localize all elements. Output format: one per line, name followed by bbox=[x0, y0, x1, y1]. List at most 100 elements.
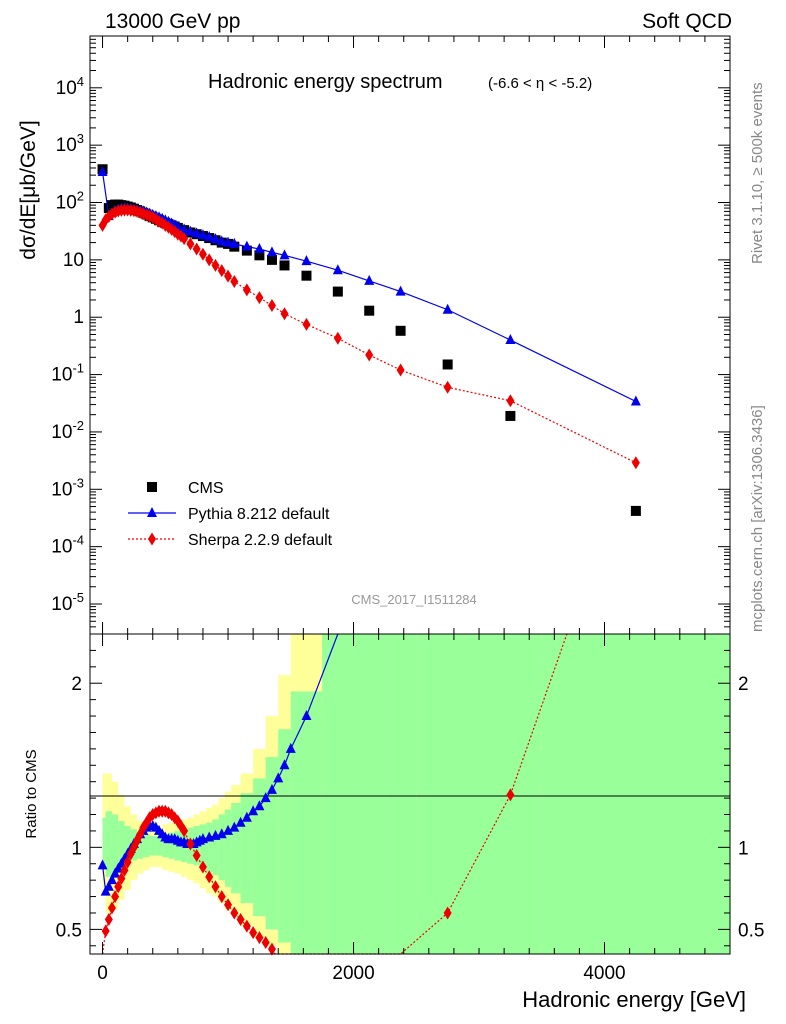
ratio-series bbox=[97, 633, 568, 956]
data-point bbox=[198, 247, 207, 261]
ratio-y-tick-label: 1 bbox=[71, 838, 82, 859]
data-point bbox=[332, 264, 343, 275]
legend-marker bbox=[147, 507, 157, 517]
data-point bbox=[364, 274, 375, 285]
data-point bbox=[216, 235, 227, 246]
data-point bbox=[192, 242, 201, 256]
ratio-point bbox=[229, 821, 240, 832]
ratio-point bbox=[266, 783, 277, 794]
data-point bbox=[254, 250, 265, 261]
legend-entry: CMS bbox=[147, 480, 224, 497]
x-tick-label: 4000 bbox=[583, 963, 625, 984]
ratio-point bbox=[97, 859, 108, 870]
data-point bbox=[229, 237, 240, 248]
legend-marker bbox=[148, 532, 156, 546]
data-point bbox=[395, 325, 406, 336]
data-point bbox=[254, 242, 265, 253]
band-segment bbox=[416, 634, 480, 954]
ratio-point bbox=[106, 874, 117, 885]
ratio-ylabel: Ratio to CMS bbox=[23, 749, 40, 838]
ratio-point bbox=[279, 759, 290, 770]
legend-marker bbox=[147, 482, 157, 492]
ratio-point bbox=[261, 936, 270, 950]
legend-label: CMS bbox=[188, 480, 224, 497]
ratio-point bbox=[230, 906, 239, 920]
data-point bbox=[191, 227, 202, 238]
series-diamond bbox=[98, 203, 640, 470]
band-segment bbox=[137, 832, 144, 859]
ratio-point bbox=[198, 860, 207, 874]
data-point bbox=[364, 305, 375, 316]
data-point bbox=[631, 456, 640, 470]
data-point bbox=[301, 255, 312, 266]
band-segment bbox=[149, 835, 156, 856]
data-point bbox=[211, 258, 220, 272]
ratio-point bbox=[186, 837, 195, 851]
source-label: mcplots.cern.ch [arXiv:1306.3436] bbox=[749, 405, 766, 632]
ratio-point bbox=[216, 828, 227, 839]
data-point bbox=[186, 237, 195, 251]
band-segment bbox=[168, 832, 175, 859]
data-point bbox=[223, 236, 234, 247]
y-tick-label: 10-4 bbox=[51, 533, 84, 558]
data-point bbox=[267, 299, 276, 313]
data-point bbox=[266, 246, 277, 257]
series-line bbox=[102, 209, 637, 464]
x-tick-label: 0 bbox=[97, 963, 108, 984]
legend-label: Sherpa 2.2.9 default bbox=[188, 532, 333, 549]
y-tick-label: 10-3 bbox=[51, 475, 84, 500]
data-point bbox=[279, 260, 290, 271]
main-ylabel: dσ/dE[μb/GeV] bbox=[17, 120, 40, 259]
data-point bbox=[280, 307, 289, 321]
ratio-point bbox=[117, 872, 126, 886]
legend-entry: Sherpa 2.2.9 default bbox=[128, 532, 333, 549]
ratio-point bbox=[506, 788, 515, 802]
ratio-point bbox=[120, 863, 129, 877]
band-segment bbox=[102, 817, 106, 869]
process-label: Soft QCD bbox=[642, 10, 732, 33]
x-axis-label: Hadronic energy [GeV] bbox=[522, 987, 746, 1012]
ratio-point bbox=[260, 792, 271, 803]
data-point bbox=[204, 231, 215, 242]
ratio-point bbox=[249, 926, 258, 940]
ratio-point bbox=[180, 824, 189, 838]
band-segment bbox=[199, 824, 207, 869]
y-tick-label: 10-2 bbox=[51, 418, 84, 443]
main-plot: 10-5 10-4 10-3 10-2 10-1 1 10 102 103 104 Hadroni… bbox=[17, 35, 731, 635]
band-segment bbox=[206, 822, 213, 872]
ratio-point bbox=[248, 805, 259, 816]
band-segment bbox=[111, 814, 119, 874]
ratio-point bbox=[103, 880, 114, 891]
energy-label: 13000 GeV pp bbox=[105, 10, 240, 33]
ratio-point bbox=[101, 924, 110, 938]
series-triangle bbox=[97, 166, 641, 406]
y-tick-label: 103 bbox=[56, 131, 84, 156]
data-point bbox=[266, 254, 277, 265]
data-point bbox=[197, 229, 208, 240]
ratio-point bbox=[223, 824, 234, 835]
data-point bbox=[396, 363, 405, 377]
data-point bbox=[505, 410, 516, 421]
y-tick-label: 1 bbox=[73, 307, 84, 328]
data-point bbox=[506, 394, 515, 408]
data-point bbox=[365, 348, 374, 362]
data-point bbox=[279, 249, 290, 260]
ratio-point bbox=[192, 849, 201, 863]
ratio-point bbox=[111, 890, 120, 904]
x-tick-label: 2000 bbox=[332, 963, 374, 984]
data-point bbox=[205, 253, 214, 267]
band-segment bbox=[224, 809, 232, 887]
band-segment bbox=[290, 691, 323, 954]
ratio-y-tick-label: 0.5 bbox=[738, 920, 764, 941]
ratio-point bbox=[107, 901, 116, 915]
y-tick-label: 10 bbox=[63, 250, 84, 271]
ratio-point bbox=[235, 816, 246, 827]
ratio-point bbox=[241, 811, 252, 822]
data-point bbox=[180, 232, 189, 246]
ratio-ticks: 0.5 0.5 1 1 2 2 0 2000 4000 bbox=[56, 634, 764, 984]
ratio-point bbox=[273, 772, 284, 783]
y-tick-label: 104 bbox=[56, 74, 84, 99]
band-segment bbox=[231, 803, 241, 894]
band-segment bbox=[384, 634, 417, 954]
